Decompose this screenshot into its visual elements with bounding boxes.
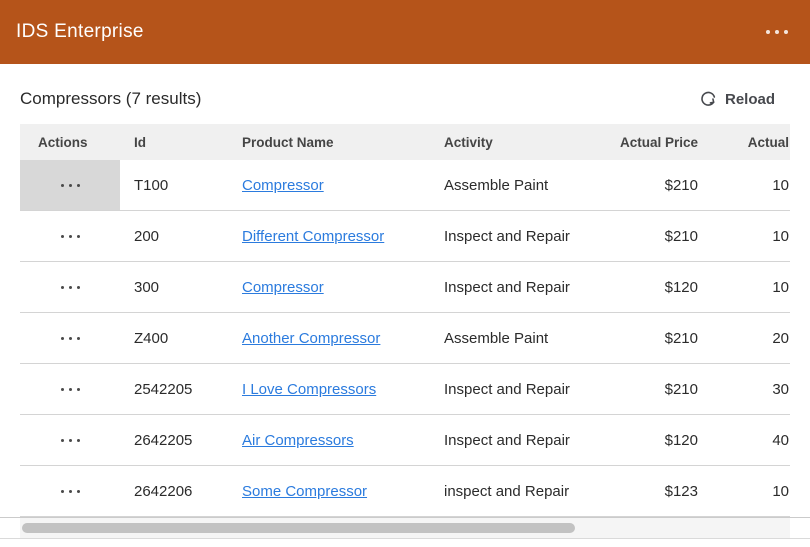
row-more-actions-button[interactable] — [47, 276, 94, 299]
more-horizontal-icon — [60, 336, 80, 340]
data-grid: Actions Id Product Name Activity Actual … — [20, 124, 790, 517]
more-horizontal-icon — [60, 183, 80, 187]
id-cell: T100 — [134, 176, 169, 194]
actual-quantity-cell: 30 — [772, 380, 789, 398]
product-name-link[interactable]: I Love Compressors — [242, 380, 377, 398]
actual-price-cell: $210 — [664, 380, 698, 398]
table-row[interactable]: 200 Different Compressor Inspect and Rep… — [20, 211, 790, 262]
column-header-actual[interactable]: Actual — [747, 134, 789, 150]
product-name-link[interactable]: Compressor — [242, 278, 324, 296]
row-actions-cell — [20, 262, 120, 312]
table-header-row: Actions Id Product Name Activity Actual … — [20, 124, 790, 160]
id-cell: 2642206 — [134, 482, 193, 500]
column-header-product-name[interactable]: Product Name — [242, 134, 334, 150]
actual-quantity-cell: 10 — [772, 278, 789, 296]
row-actions-cell — [20, 415, 120, 465]
refresh-icon — [701, 91, 716, 106]
actual-price-cell: $120 — [664, 431, 698, 449]
actual-price-cell: $210 — [664, 227, 698, 245]
table-row[interactable]: 300 Compressor Inspect and Repair $120 1… — [20, 262, 790, 313]
reload-button[interactable]: Reload — [698, 89, 775, 109]
id-cell: 2542205 — [134, 380, 193, 398]
actual-price-cell: $123 — [664, 482, 698, 500]
actual-price-cell: $210 — [664, 176, 698, 194]
horizontal-scrollbar — [0, 517, 810, 539]
activity-cell: inspect and Repair — [444, 482, 570, 500]
table-row[interactable]: Z400 Another Compressor Assemble Paint $… — [20, 313, 790, 364]
id-cell: 200 — [134, 227, 160, 245]
more-horizontal-icon — [766, 30, 788, 34]
product-name-link[interactable]: Different Compressor — [242, 227, 385, 245]
table-row[interactable]: T100 Compressor Assemble Paint $210 10 — [20, 160, 790, 211]
activity-cell: Inspect and Repair — [444, 278, 570, 296]
app-title: IDS Enterprise — [16, 21, 144, 42]
product-name-cell: Some Compressor — [228, 483, 430, 500]
product-name-cell: Air Compressors — [228, 432, 430, 449]
row-more-actions-button[interactable] — [47, 378, 94, 401]
page-title: Compressors (7 results) — [20, 89, 202, 108]
activity-cell: Inspect and Repair — [444, 431, 570, 449]
more-horizontal-icon — [60, 489, 80, 493]
scrollbar-track[interactable] — [20, 518, 790, 538]
row-actions-cell — [20, 364, 120, 414]
app-header: IDS Enterprise — [0, 0, 810, 64]
table-row[interactable]: 2642206 Some Compressor inspect and Repa… — [20, 466, 790, 517]
row-more-actions-button[interactable] — [47, 174, 94, 197]
product-name-cell: Compressor — [228, 177, 430, 194]
actual-price-cell: $120 — [664, 278, 698, 296]
product-name-link[interactable]: Another Compressor — [242, 329, 381, 347]
activity-cell: Assemble Paint — [444, 176, 549, 194]
actual-quantity-cell: 40 — [772, 431, 789, 449]
more-actions-button[interactable] — [764, 22, 790, 42]
row-actions-cell — [20, 313, 120, 363]
product-name-link[interactable]: Air Compressors — [242, 431, 354, 449]
product-name-cell: I Love Compressors — [228, 381, 430, 398]
id-cell: 300 — [134, 278, 160, 296]
product-name-cell: Different Compressor — [228, 228, 430, 245]
row-more-actions-button[interactable] — [47, 480, 94, 503]
more-horizontal-icon — [60, 438, 80, 442]
product-name-cell: Another Compressor — [228, 330, 430, 347]
column-header-actual-price[interactable]: Actual Price — [619, 134, 698, 150]
table-body: T100 Compressor Assemble Paint $210 10 2… — [20, 160, 790, 517]
column-header-id[interactable]: Id — [134, 134, 146, 150]
product-name-link[interactable]: Compressor — [242, 176, 324, 194]
row-actions-cell — [20, 211, 120, 261]
scrollbar-thumb[interactable] — [22, 523, 575, 533]
column-header-activity[interactable]: Activity — [444, 134, 493, 150]
actual-quantity-cell: 10 — [772, 482, 789, 500]
actual-quantity-cell: 10 — [772, 176, 789, 194]
column-header-actions: Actions — [38, 134, 88, 150]
activity-cell: Inspect and Repair — [444, 380, 570, 398]
actual-price-cell: $210 — [664, 329, 698, 347]
table-row[interactable]: 2542205 I Love Compressors Inspect and R… — [20, 364, 790, 415]
product-name-cell: Compressor — [228, 279, 430, 296]
actual-quantity-cell: 10 — [772, 227, 789, 245]
row-more-actions-button[interactable] — [47, 327, 94, 350]
row-more-actions-button[interactable] — [47, 429, 94, 452]
id-cell: Z400 — [134, 329, 169, 347]
actual-quantity-cell: 20 — [772, 329, 789, 347]
row-more-actions-button[interactable] — [47, 225, 94, 248]
activity-cell: Inspect and Repair — [444, 227, 570, 245]
table-row[interactable]: 2642205 Air Compressors Inspect and Repa… — [20, 415, 790, 466]
activity-cell: Assemble Paint — [444, 329, 549, 347]
row-actions-cell — [20, 466, 120, 516]
product-name-link[interactable]: Some Compressor — [242, 482, 368, 500]
more-horizontal-icon — [60, 234, 80, 238]
grid-toolbar: Compressors (7 results) Reload — [0, 64, 810, 124]
more-horizontal-icon — [60, 387, 80, 391]
reload-label: Reload — [724, 90, 775, 108]
more-horizontal-icon — [60, 285, 80, 289]
row-actions-cell — [20, 160, 120, 210]
id-cell: 2642205 — [134, 431, 193, 449]
